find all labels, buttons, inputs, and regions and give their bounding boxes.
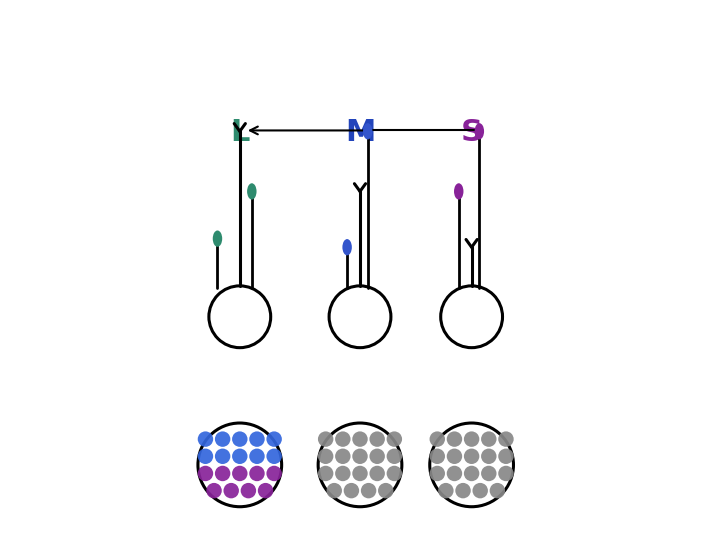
Circle shape [498, 431, 513, 447]
Circle shape [369, 449, 385, 464]
Ellipse shape [212, 231, 222, 247]
Circle shape [361, 483, 377, 498]
Circle shape [258, 483, 274, 498]
Circle shape [464, 449, 480, 464]
Circle shape [481, 465, 497, 481]
Circle shape [498, 465, 513, 481]
Ellipse shape [454, 183, 464, 200]
Circle shape [266, 449, 282, 464]
Circle shape [266, 465, 282, 481]
Circle shape [318, 431, 333, 447]
Circle shape [369, 431, 385, 447]
Circle shape [446, 465, 462, 481]
Circle shape [266, 431, 282, 447]
Circle shape [232, 431, 248, 447]
Circle shape [387, 465, 402, 481]
Ellipse shape [343, 239, 352, 255]
Circle shape [209, 286, 271, 348]
Ellipse shape [318, 423, 402, 507]
Circle shape [215, 465, 230, 481]
Circle shape [387, 449, 402, 464]
Circle shape [455, 483, 471, 498]
Circle shape [318, 449, 333, 464]
Circle shape [430, 449, 445, 464]
Circle shape [215, 431, 230, 447]
Circle shape [215, 449, 230, 464]
Circle shape [343, 483, 359, 498]
Circle shape [498, 449, 513, 464]
Circle shape [198, 449, 213, 464]
Ellipse shape [247, 183, 256, 200]
Ellipse shape [198, 423, 282, 507]
Circle shape [207, 483, 222, 498]
Circle shape [378, 483, 394, 498]
Circle shape [481, 431, 497, 447]
Circle shape [249, 449, 265, 464]
Circle shape [318, 465, 333, 481]
Circle shape [430, 431, 445, 447]
Circle shape [387, 431, 402, 447]
Circle shape [369, 465, 385, 481]
Circle shape [335, 449, 351, 464]
Circle shape [446, 431, 462, 447]
Circle shape [249, 465, 265, 481]
Circle shape [198, 465, 213, 481]
Circle shape [232, 465, 248, 481]
Ellipse shape [430, 423, 513, 507]
Circle shape [430, 465, 445, 481]
Circle shape [335, 431, 351, 447]
Circle shape [490, 483, 505, 498]
Circle shape [232, 449, 248, 464]
Circle shape [249, 431, 265, 447]
Circle shape [326, 483, 342, 498]
Circle shape [446, 449, 462, 464]
Ellipse shape [474, 123, 484, 139]
Text: M: M [345, 118, 375, 147]
Text: morph  ratios  in  typical  tristyly: morph ratios in typical tristyly [229, 70, 577, 89]
Text: L: L [230, 118, 250, 147]
Circle shape [352, 431, 368, 447]
Circle shape [438, 483, 454, 498]
Circle shape [464, 431, 480, 447]
Circle shape [223, 483, 239, 498]
Circle shape [472, 483, 488, 498]
Circle shape [464, 465, 480, 481]
Circle shape [441, 286, 503, 348]
Circle shape [329, 286, 391, 348]
Circle shape [352, 449, 368, 464]
Text: S: S [461, 118, 482, 147]
Ellipse shape [363, 123, 372, 139]
Circle shape [352, 465, 368, 481]
Text: Pollen  transfer  and  equilibrium: Pollen transfer and equilibrium [228, 26, 579, 45]
Circle shape [335, 465, 351, 481]
Circle shape [240, 483, 256, 498]
Circle shape [481, 449, 497, 464]
Circle shape [198, 431, 213, 447]
